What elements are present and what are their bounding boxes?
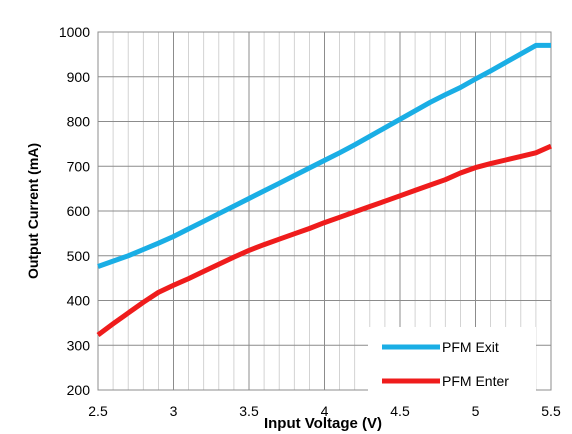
y-tick-label: 800 <box>67 114 91 130</box>
y-tick-label: 1000 <box>59 24 90 40</box>
x-tick-label: 3 <box>170 403 178 419</box>
x-tick-label: 5 <box>472 403 480 419</box>
x-tick-label: 5.5 <box>541 403 561 419</box>
y-tick-label: 600 <box>67 203 91 219</box>
x-tick-label: 2.5 <box>88 403 108 419</box>
y-tick-label: 900 <box>67 69 91 85</box>
y-tick-label: 300 <box>67 337 91 353</box>
x-tick-label: 3.5 <box>239 403 259 419</box>
legend: PFM Exit PFM Enter <box>368 327 536 395</box>
y-tick-label: 700 <box>67 158 91 174</box>
x-axis-label: Input Voltage (V) <box>264 415 382 432</box>
y-tick-label: 400 <box>67 293 91 309</box>
y-tick-label: 500 <box>67 248 91 264</box>
legend-label-pfm-exit: PFM Exit <box>442 339 499 355</box>
x-tick-label: 4.5 <box>390 403 410 419</box>
y-axis-label: Output Current (mA) <box>25 143 41 279</box>
y-tick-label: 200 <box>67 382 91 398</box>
legend-label-pfm-enter: PFM Enter <box>442 373 509 389</box>
